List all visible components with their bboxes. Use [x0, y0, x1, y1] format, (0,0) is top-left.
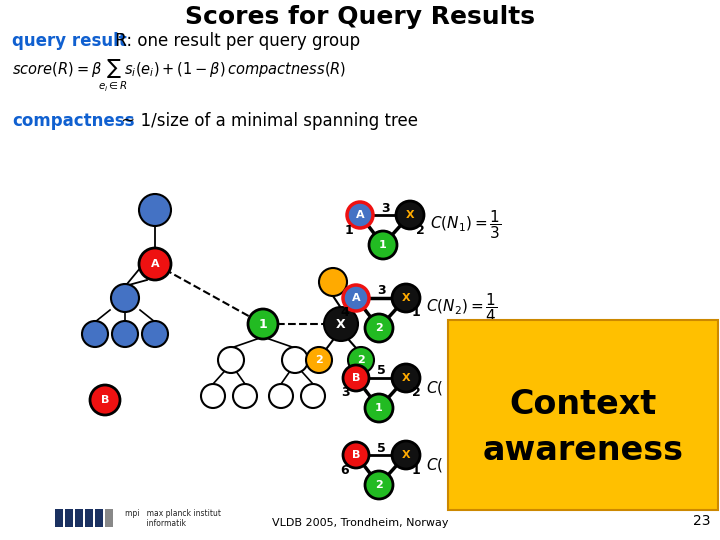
- Text: 2: 2: [315, 355, 323, 365]
- Text: R: one result per query group: R: one result per query group: [110, 32, 360, 50]
- Text: 5: 5: [377, 364, 385, 377]
- Text: 4: 4: [341, 307, 349, 320]
- Circle shape: [347, 202, 373, 228]
- Circle shape: [269, 384, 293, 408]
- Text: Context: Context: [509, 388, 657, 422]
- Text: awareness: awareness: [482, 434, 683, 467]
- Circle shape: [319, 268, 347, 296]
- FancyBboxPatch shape: [55, 509, 63, 527]
- Text: X: X: [405, 210, 414, 220]
- Circle shape: [218, 347, 244, 373]
- Text: $C(N_1)=\dfrac{1}{3}$: $C(N_1)=\dfrac{1}{3}$: [430, 208, 502, 241]
- Text: X: X: [402, 373, 410, 383]
- Text: B: B: [352, 450, 360, 460]
- Text: $C($: $C($: [426, 379, 444, 397]
- Circle shape: [365, 314, 393, 342]
- FancyBboxPatch shape: [85, 509, 93, 527]
- Circle shape: [348, 347, 374, 373]
- Text: 3: 3: [381, 201, 390, 214]
- FancyBboxPatch shape: [75, 509, 83, 527]
- Text: A: A: [351, 293, 360, 303]
- Text: query result: query result: [12, 32, 127, 50]
- Text: 6: 6: [341, 463, 349, 476]
- Text: $\mathit{score}(R) = \beta\!\sum_{e_i \in R}\! s_i(e_i) + (1-\beta)\,\mathit{com: $\mathit{score}(R) = \beta\!\sum_{e_i \i…: [12, 58, 346, 94]
- Circle shape: [139, 194, 171, 226]
- Text: 2: 2: [357, 355, 365, 365]
- Text: 5: 5: [377, 442, 385, 455]
- Text: $C($: $C($: [426, 456, 444, 474]
- Text: X: X: [336, 318, 346, 330]
- Circle shape: [233, 384, 257, 408]
- Text: 1: 1: [379, 240, 387, 250]
- FancyBboxPatch shape: [448, 320, 718, 510]
- Text: B: B: [101, 395, 109, 405]
- Circle shape: [343, 285, 369, 311]
- Text: 3: 3: [341, 387, 349, 400]
- Circle shape: [369, 231, 397, 259]
- Circle shape: [324, 307, 358, 341]
- Text: B: B: [352, 373, 360, 383]
- FancyBboxPatch shape: [95, 509, 103, 527]
- Circle shape: [201, 384, 225, 408]
- FancyBboxPatch shape: [65, 509, 73, 527]
- Circle shape: [301, 384, 325, 408]
- Circle shape: [365, 394, 393, 422]
- Circle shape: [248, 309, 278, 339]
- Circle shape: [392, 441, 420, 469]
- Text: 2: 2: [412, 387, 420, 400]
- Circle shape: [392, 364, 420, 392]
- Text: X: X: [402, 293, 410, 303]
- Text: 3: 3: [377, 285, 385, 298]
- Circle shape: [90, 385, 120, 415]
- Text: X: X: [402, 450, 410, 460]
- Text: 1: 1: [412, 307, 420, 320]
- Circle shape: [306, 347, 332, 373]
- Circle shape: [111, 284, 139, 312]
- Text: 2: 2: [375, 323, 383, 333]
- Text: mpi   max planck institut
         informatik: mpi max planck institut informatik: [125, 509, 221, 528]
- Text: 1: 1: [258, 318, 267, 330]
- Text: Scores for Query Results: Scores for Query Results: [185, 5, 535, 29]
- Circle shape: [343, 442, 369, 468]
- Circle shape: [365, 471, 393, 499]
- Circle shape: [82, 321, 108, 347]
- Text: 1: 1: [345, 224, 354, 237]
- Circle shape: [112, 321, 138, 347]
- Text: compactness: compactness: [12, 112, 135, 130]
- Text: 23: 23: [693, 514, 710, 528]
- Circle shape: [142, 321, 168, 347]
- Circle shape: [282, 347, 308, 373]
- Circle shape: [139, 248, 171, 280]
- Text: $C(N_2)=\dfrac{1}{4}$: $C(N_2)=\dfrac{1}{4}$: [426, 292, 498, 325]
- Text: 2: 2: [415, 224, 424, 237]
- Text: 1: 1: [375, 403, 383, 413]
- Text: 2: 2: [375, 480, 383, 490]
- Text: A: A: [356, 210, 364, 220]
- Text: VLDB 2005, Trondheim, Norway: VLDB 2005, Trondheim, Norway: [271, 518, 449, 528]
- Circle shape: [392, 284, 420, 312]
- FancyBboxPatch shape: [105, 509, 113, 527]
- Text: ~ 1/size of a minimal spanning tree: ~ 1/size of a minimal spanning tree: [116, 112, 418, 130]
- Text: A: A: [150, 259, 159, 269]
- Text: 1: 1: [412, 463, 420, 476]
- Circle shape: [343, 365, 369, 391]
- Circle shape: [396, 201, 424, 229]
